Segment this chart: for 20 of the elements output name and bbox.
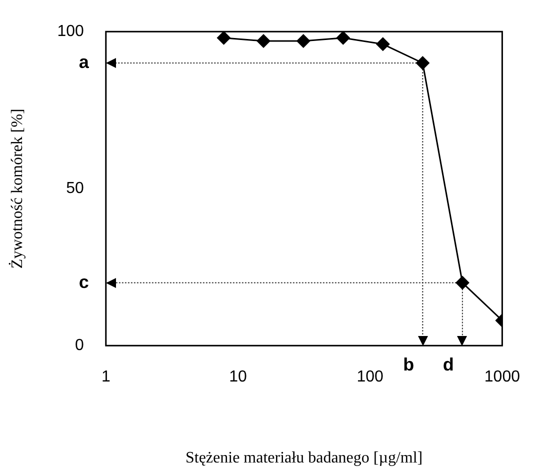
x-tick-label: 100	[356, 368, 384, 386]
x-tick-label: 1000	[484, 368, 520, 386]
point	[216, 32, 231, 45]
y-tick-label: 100	[57, 23, 84, 40]
x-tick-label: 10	[229, 368, 247, 386]
point	[376, 37, 390, 52]
point	[455, 276, 470, 290]
ref-line-label: c	[78, 272, 89, 292]
y-tick-label: 0	[74, 337, 84, 354]
point	[336, 32, 350, 45]
point	[416, 56, 430, 70]
ref-line-label: b	[403, 354, 414, 375]
ref-line-label: d	[442, 354, 454, 375]
y-tick-label: 50	[66, 180, 84, 198]
point	[296, 34, 310, 48]
x-axis-title: Stężenie materiału badanego [µg/ml]	[185, 450, 423, 467]
x-tick-label: 1	[101, 368, 110, 386]
ref-line-label: a	[78, 52, 90, 72]
y-axis-title: Żywotność komórek [%]	[8, 108, 26, 269]
point	[256, 34, 271, 48]
